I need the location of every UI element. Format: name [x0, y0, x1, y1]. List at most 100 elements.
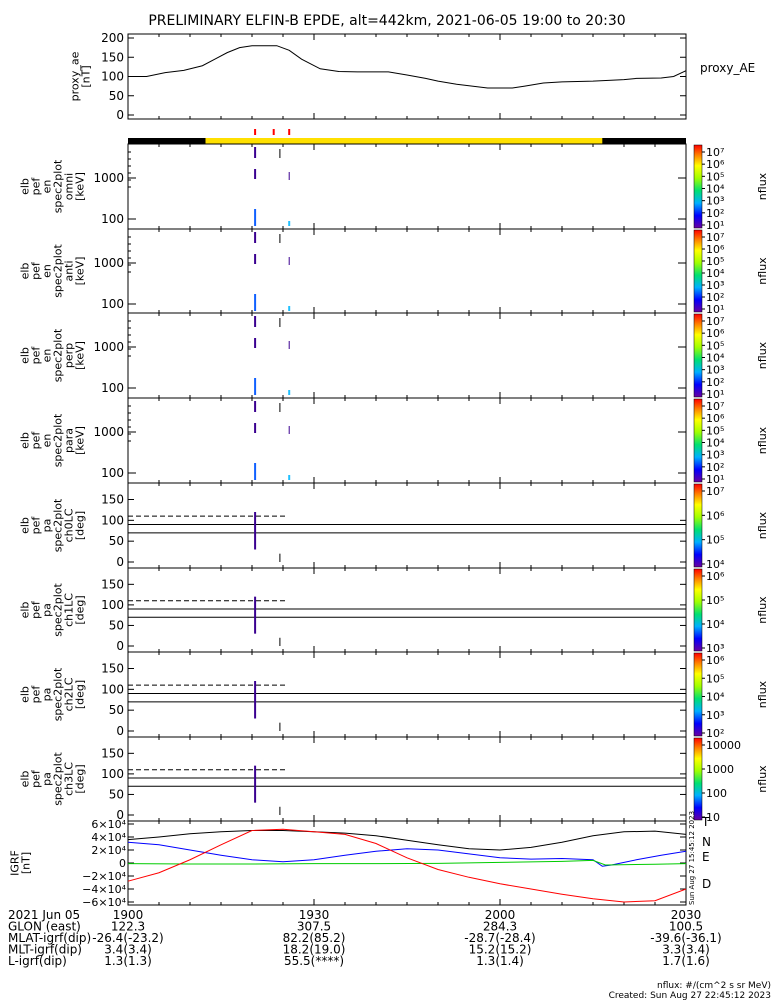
colorbar-3-tick-label: 10³ [706, 449, 724, 462]
pa-panel-3-ytick-label: 150 [101, 746, 124, 760]
colorbar-3-label: nflux [756, 426, 769, 454]
time-row-label: GLON (east) [8, 920, 81, 934]
pa-panel-3-frame [127, 736, 687, 822]
spec-panel-1-ytick-label: 100 [101, 297, 124, 311]
time-row-value: 100.5 [669, 920, 703, 934]
pa-panel-0-ytick-label: 0 [116, 555, 124, 569]
spec-panel-2-ytick-label: 100 [101, 381, 124, 395]
pa-panel-1-ytick-label: 0 [116, 639, 124, 653]
colorbar-2-tick-label: 10⁶ [706, 327, 725, 340]
colorbar-2-tick-label: 10⁷ [706, 315, 724, 328]
spec-panel-0-ylabel-line: en [41, 180, 54, 194]
colorbar-3-tick-label: 10⁴ [706, 437, 725, 450]
spec-panel-2-ytick-label: 1000 [93, 340, 124, 354]
chart-title: PRELIMINARY ELFIN-B EPDE, alt=442km, 202… [148, 13, 625, 29]
colorbar-2-tick-label: 10⁴ [706, 352, 725, 365]
colorbar-2-tick-label: 10⁵ [706, 339, 724, 352]
spec-panel-0-frame [127, 143, 687, 230]
spec-panel-0-ylabel-line: [keV] [74, 172, 87, 201]
colorbar-7-tick-label: 10 [706, 811, 720, 824]
colorbar-6-tick-label: 10⁴ [706, 691, 725, 704]
spec-panel-1-ylabel-line: anti [63, 260, 76, 281]
pa-panel-0-ylabel-line: pa [41, 519, 54, 533]
proxy-ae-ylabel: proxy_ae[nT] [69, 51, 93, 101]
colorbar-7-tick-label: 100 [706, 787, 727, 800]
time-row-value: -39.6(-36.1) [650, 931, 721, 945]
igrf-ytick-label: −4×10⁴ [82, 883, 126, 896]
pa-panel-3-ylabel-line: ch3LC [63, 762, 76, 796]
pa-panel-0-frame [127, 482, 687, 569]
igrf-ytick-label: 4×10⁴ [91, 831, 126, 844]
colorbar-3-tick-label: 10² [706, 461, 724, 474]
spec-panel-0-ylabel-line: spec2plot [52, 159, 65, 213]
colorbar-3-tick-label: 10⁷ [706, 400, 724, 413]
proxy-ae-ytick-label: 200 [101, 31, 124, 45]
spec-panel-3-ytick-label: 100 [101, 466, 124, 480]
spec-panel-3-ylabel-line: para [63, 428, 76, 453]
proxy-ae-ylabel-line: [nT] [80, 65, 93, 87]
proxy-ae-line [128, 45, 687, 89]
igrf-ytick-label: −2×10⁴ [82, 870, 126, 883]
time-row-value: 1.7(1.6) [662, 954, 710, 968]
time-row-value: 3.3(3.4) [662, 943, 710, 957]
colorbar-4-tick-label: 10⁵ [706, 534, 724, 547]
igrf-ytick-label: 0 [119, 857, 126, 870]
pa-panel-3-ylabel-line: pa [41, 772, 54, 786]
pa-panel-3-ylabel-line: [deg] [74, 764, 87, 793]
pa-panel-1-frame [127, 567, 687, 653]
pa-panel-2-ylabel-line: spec2plot [52, 667, 65, 721]
time-row-label: MLT-igrf(dip) [8, 943, 82, 957]
colorbar-0-tick-label: 10⁴ [706, 183, 725, 196]
spec-panel-3-frame [127, 397, 687, 484]
colorbar-6-label-group: nflux [756, 680, 769, 708]
colorbar-0-label-group: nflux [756, 172, 769, 200]
pa-panel-3-ytick-label: 0 [116, 808, 124, 822]
proxy-ae-frame [127, 33, 687, 120]
igrf-series-E [127, 859, 687, 866]
proxy-ae-ytick-label: 150 [101, 50, 124, 64]
time-row-value: 1.3(1.3) [104, 954, 152, 968]
proxy-ae-ytick-label: 0 [116, 108, 124, 122]
spec-panel-2-ylabel-line: spec2plot [52, 328, 65, 382]
colorbar-2 [693, 313, 703, 398]
igrf-series-N [127, 841, 687, 867]
igrf-ytick-label: 6×10⁴ [91, 818, 126, 831]
proxy-ae-ytick-label: 50 [109, 89, 124, 103]
colorbar-4-label-group: nflux [756, 511, 769, 539]
pa-panel-0-ylabel-line: [deg] [74, 511, 87, 540]
spec-panel-2-ylabel-line: pef [30, 346, 43, 365]
pa-panel-2-ytick-label: 0 [116, 724, 124, 738]
pa-panel-3-ylabel-line: pef [30, 769, 43, 788]
pa-panel-1-ylabel-line: [deg] [74, 595, 87, 624]
proxy-ae-ytick-label: 100 [101, 70, 124, 84]
colorbar-5-label-group: nflux [756, 596, 769, 624]
colorbar-5-tick-label: 10⁶ [706, 570, 725, 583]
igrf-legend-E: E [702, 850, 710, 864]
colorbar-0-label: nflux [756, 172, 769, 200]
spec-panel-1-ylabel-line: spec2plot [52, 244, 65, 298]
pa-panel-2-ylabel-line: ch2LC [63, 677, 76, 711]
colorbar-0-tick-label: 10⁶ [706, 158, 725, 171]
igrf-ylabel: IGRF[nT] [9, 850, 33, 876]
colorbar-6 [693, 652, 703, 737]
spec-panel-2-ylabel-line: [keV] [74, 341, 87, 370]
colorbar-1-tick-label: 10⁶ [706, 243, 725, 256]
colorbar-0-tick-label: 10¹ [706, 219, 724, 232]
colorbar-3-tick-label: 10⁶ [706, 412, 725, 425]
colorbar-5-tick-label: 10⁵ [706, 594, 724, 607]
pa-panel-1-ytick-label: 150 [101, 577, 124, 591]
time-row-label: MLAT-igrf(dip) [8, 931, 91, 945]
colorbar-4-tick-label: 10⁶ [706, 509, 725, 522]
colorbar-7 [693, 737, 703, 821]
igrf-ytick-label: 2×10⁴ [91, 844, 126, 857]
igrf-series-D [127, 828, 687, 903]
time-row-value: 307.5 [297, 920, 331, 934]
pa-panel-2-ylabel-line: pef [30, 685, 43, 704]
colorbar-0-tick-label: 10⁵ [706, 170, 724, 183]
pa-panel-3-ytick-label: 100 [101, 767, 124, 781]
